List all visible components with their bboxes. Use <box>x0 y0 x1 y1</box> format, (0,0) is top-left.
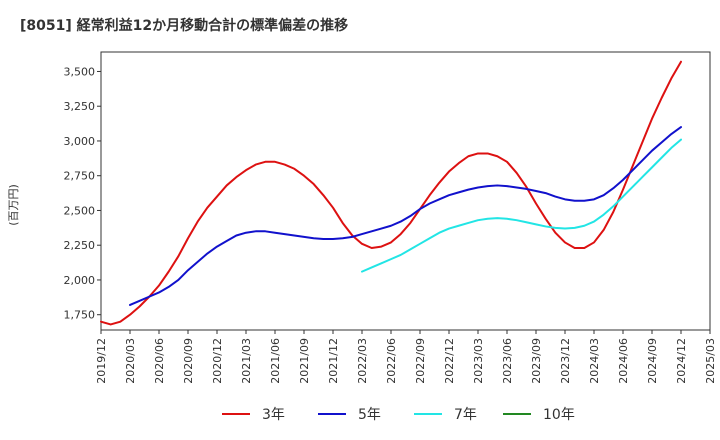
x-tick-label: 2021/06 <box>269 338 282 384</box>
y-tick-label: 3,250 <box>64 100 96 113</box>
x-tick-label: 2022/03 <box>356 338 369 384</box>
x-tick-label: 2024/06 <box>617 338 630 384</box>
chart-title: [8051] 経常利益12か月移動合計の標準偏差の推移 <box>20 17 348 34</box>
x-tick-label: 2023/09 <box>530 338 543 384</box>
x-tick-label: 2023/12 <box>559 338 572 384</box>
y-tick-label: 2,250 <box>64 239 96 252</box>
x-tick-label: 2021/09 <box>298 338 311 384</box>
axes <box>97 51 711 334</box>
y-axis-label: (百万円) <box>7 184 20 226</box>
y-tick-label: 3,500 <box>64 65 96 78</box>
x-tick-label: 2020/09 <box>182 338 195 384</box>
y-tick-label: 2,750 <box>64 170 96 183</box>
x-tick-label: 2021/12 <box>327 338 340 384</box>
y-tick-label: 2,000 <box>64 274 96 287</box>
legend-label-10年: 10年 <box>543 407 575 423</box>
x-tick-label: 2020/12 <box>211 338 224 384</box>
series-lines <box>100 60 682 326</box>
x-tick-label: 2021/03 <box>240 338 253 384</box>
x-tick-label: 2022/09 <box>414 338 427 384</box>
y-tick-label: 3,000 <box>64 135 96 148</box>
series-line-3年 <box>100 60 682 326</box>
legend-label-3年: 3年 <box>262 407 285 423</box>
x-tick-label: 2024/12 <box>675 338 688 384</box>
x-tick-label: 2020/03 <box>124 338 137 384</box>
legend-label-7年: 7年 <box>454 407 477 423</box>
x-tick-label: 2020/06 <box>153 338 166 384</box>
plot-frame <box>100 51 711 331</box>
x-tick-label: 2025/03 <box>704 338 717 384</box>
x-tick-label: 2023/06 <box>501 338 514 384</box>
legend: 3年 5年 7年 10年 <box>222 407 575 423</box>
x-tick-label: 2022/06 <box>385 338 398 384</box>
x-tick-label: 2024/03 <box>588 338 601 384</box>
series-line-5年 <box>129 126 682 306</box>
legend-label-5年: 5年 <box>358 407 381 423</box>
y-tick-label: 2,500 <box>64 204 96 217</box>
y-tick-label: 1,750 <box>64 309 96 322</box>
x-tick-label: 2019/12 <box>95 338 108 384</box>
series-line-7年 <box>361 138 682 273</box>
x-tick-label: 2023/03 <box>472 338 485 384</box>
x-tick-label: 2022/12 <box>443 338 456 384</box>
tick-labels: 1,750 2,000 2,250 2,500 2,750 3,000 3,250 3,500… <box>64 65 718 383</box>
x-tick-label: 2024/09 <box>646 338 659 384</box>
